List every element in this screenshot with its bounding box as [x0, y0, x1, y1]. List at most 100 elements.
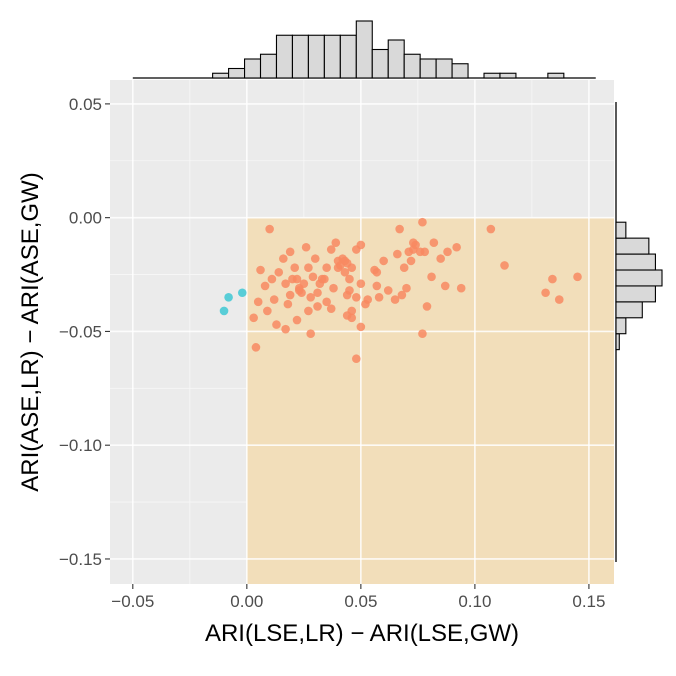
x-histogram-bar — [499, 72, 517, 79]
x-histogram-bar — [451, 63, 469, 79]
y-histogram-bar — [615, 269, 663, 287]
y-histogram-bar — [615, 317, 627, 335]
data-point — [351, 293, 361, 302]
y-histogram-bar — [615, 237, 650, 255]
data-point — [427, 272, 436, 282]
data-point — [329, 283, 338, 293]
data-point — [374, 293, 384, 302]
data-point — [306, 329, 315, 339]
y-histogram-bar — [615, 301, 643, 319]
data-point — [409, 238, 418, 247]
data-point — [379, 256, 388, 266]
data-point — [402, 283, 411, 293]
y-tick-label: −0.15 — [59, 550, 102, 569]
x-histogram-bar — [228, 67, 246, 79]
data-point — [299, 279, 309, 288]
data-point — [285, 290, 295, 300]
data-point — [285, 247, 295, 257]
x-histogram-bar — [483, 72, 501, 79]
data-point — [272, 320, 281, 329]
data-point — [554, 295, 564, 304]
data-point — [301, 242, 311, 252]
data-point — [383, 286, 393, 295]
x-axis: −0.05 0.00 0.05 0.10 0.15 — [111, 584, 605, 611]
x-histogram-bar — [355, 20, 373, 79]
data-point — [429, 238, 439, 247]
major-gridlines — [110, 80, 614, 584]
data-points — [219, 217, 582, 364]
data-point — [351, 354, 361, 364]
y-axis: 0.05 0.00 −0.05 −0.10 −0.15 — [59, 95, 110, 569]
data-point — [304, 263, 313, 273]
data-point — [345, 274, 354, 284]
data-point — [249, 313, 258, 323]
data-point — [356, 240, 366, 250]
y-tick-label: 0.00 — [69, 209, 102, 228]
data-point — [256, 265, 265, 275]
data-point — [294, 286, 304, 295]
data-point — [440, 281, 450, 291]
data-point — [322, 263, 331, 273]
y-histogram-bar — [615, 221, 627, 239]
data-point — [308, 272, 318, 282]
data-point — [406, 256, 416, 266]
data-point — [340, 267, 350, 277]
data-point — [253, 297, 263, 307]
data-point — [372, 281, 382, 291]
data-point — [326, 304, 336, 313]
data-point — [224, 293, 233, 302]
data-point — [322, 297, 331, 307]
x-tick-label: 0.00 — [230, 592, 263, 611]
data-point — [313, 288, 322, 298]
data-point — [393, 249, 402, 259]
data-point — [342, 258, 352, 268]
data-point — [306, 293, 315, 302]
data-point — [269, 295, 279, 304]
x-histogram-bar — [259, 53, 278, 79]
x-histogram-bar — [275, 34, 293, 79]
y-tick-label: −0.05 — [59, 322, 102, 341]
data-point — [290, 263, 300, 273]
data-point — [326, 245, 336, 254]
data-point — [404, 247, 414, 257]
data-point — [237, 288, 247, 298]
data-point — [345, 286, 354, 295]
data-point — [251, 343, 261, 352]
data-point — [315, 279, 325, 288]
x-tick-label: −0.05 — [111, 592, 154, 611]
x-histogram-bar — [212, 72, 230, 79]
data-point — [356, 279, 366, 288]
data-point — [399, 263, 409, 273]
data-point — [418, 329, 427, 339]
x-histogram-bar — [244, 58, 262, 79]
y-histogram-bar — [615, 253, 656, 271]
x-histogram-bar — [387, 39, 405, 79]
x-histogram-bar — [547, 72, 565, 79]
data-point — [281, 324, 290, 334]
data-point — [281, 279, 290, 288]
data-point — [331, 238, 341, 247]
data-point — [219, 306, 229, 316]
data-point — [395, 224, 404, 234]
data-point — [456, 283, 466, 293]
x-histogram-bar — [323, 34, 341, 79]
x-histogram-bar — [419, 58, 437, 79]
data-point — [548, 274, 557, 284]
x-axis-title: ARI(LSE,LR) − ARI(LSE,GW) — [205, 620, 519, 647]
data-point — [397, 290, 407, 300]
x-histogram-bar — [339, 34, 357, 79]
x-marginal-histogram — [132, 20, 596, 79]
data-point — [573, 272, 582, 282]
x-histogram-bar — [403, 53, 421, 79]
y-histogram-bar — [615, 333, 620, 351]
y-marginal-histogram — [615, 102, 663, 562]
data-point — [415, 247, 425, 257]
x-histogram-bar — [307, 34, 325, 79]
data-point — [310, 254, 320, 263]
data-point — [304, 306, 313, 316]
x-tick-label: 0.10 — [458, 592, 491, 611]
data-point — [361, 299, 370, 309]
data-point — [443, 247, 452, 257]
data-point — [265, 224, 274, 234]
